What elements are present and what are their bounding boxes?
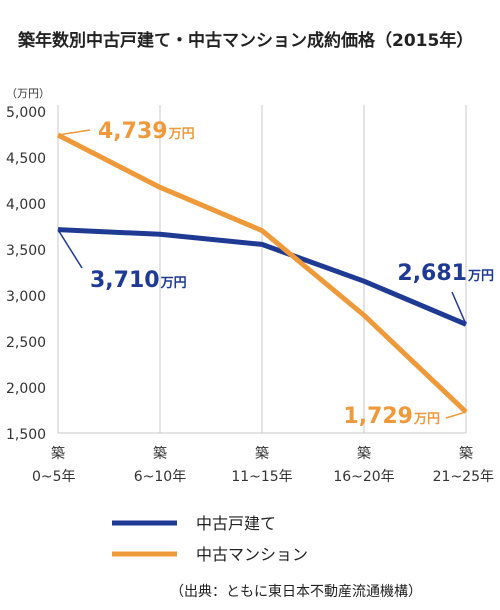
data-label-unit: 万円 xyxy=(413,412,440,427)
legend-label: 中古マンション xyxy=(196,545,308,564)
data-label: 4,739万円 xyxy=(98,119,195,144)
legend-label: 中古戸建て xyxy=(196,514,276,533)
y-axis-unit: （万円） xyxy=(6,87,50,100)
data-label-value: 1,729 xyxy=(343,404,413,429)
data-label-leader xyxy=(445,411,467,419)
data-label-leader xyxy=(57,129,91,136)
data-label: 2,681万円 xyxy=(397,261,494,286)
x-tick-label-top: 築 xyxy=(51,446,65,462)
x-tick-label-top: 築 xyxy=(357,446,371,462)
data-label-unit: 万円 xyxy=(467,269,494,284)
x-tick-label-bottom: 21~25年 xyxy=(433,469,494,485)
y-tick-label: 2,500 xyxy=(6,335,46,351)
y-tick-label: 2,000 xyxy=(6,381,46,397)
chart-title: 築年数別中古戸建て・中古マンション成約価格（2015年） xyxy=(17,30,473,51)
series-lines xyxy=(56,132,468,414)
y-tick-label: 4,000 xyxy=(6,197,46,213)
x-tick-label-bottom: 6~10年 xyxy=(134,469,186,485)
data-label-unit: 万円 xyxy=(168,127,195,142)
data-label-leader xyxy=(451,291,467,325)
data-label-unit: 万円 xyxy=(160,276,187,291)
y-tick-label: 3,500 xyxy=(6,243,46,259)
x-tick-label-bottom: 16~20年 xyxy=(333,469,394,485)
data-label-value: 4,739 xyxy=(98,119,168,144)
y-tick-label: 4,500 xyxy=(6,151,46,167)
source-note: （出典：ともに東日本不動産流通機構） xyxy=(170,584,422,600)
data-label-value: 3,710 xyxy=(90,268,160,293)
y-tick-label: 3,000 xyxy=(6,289,46,305)
y-tick-label: 5,000 xyxy=(6,105,46,121)
x-tick-label-bottom: 0~5年 xyxy=(32,469,76,485)
y-tick-label: 1,500 xyxy=(6,427,46,443)
data-label-leader xyxy=(57,229,83,269)
x-tick-label-top: 築 xyxy=(459,446,473,462)
y-tick-labels: 5,000 4,500 4,000 3,500 3,000 2,500 2,000 1,500 xyxy=(6,105,46,443)
grid-lines xyxy=(57,105,467,434)
x-tick-label-top: 築 xyxy=(153,446,167,462)
x-tick-label-top: 築 xyxy=(255,446,269,462)
x-tick-label-bottom: 11~15年 xyxy=(231,469,292,485)
data-label-value: 2,681 xyxy=(397,261,467,286)
data-label: 1,729万円 xyxy=(343,404,440,429)
data-label: 3,710万円 xyxy=(90,268,187,293)
